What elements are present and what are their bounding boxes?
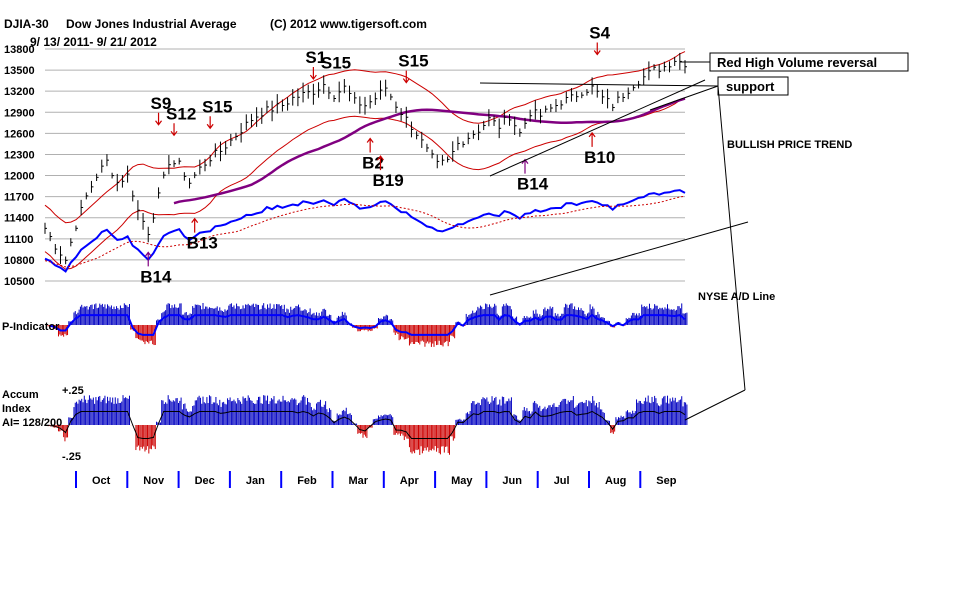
month-label: May xyxy=(451,475,473,487)
y-tick-label: 12600 xyxy=(4,128,35,140)
signal-arrow xyxy=(377,155,384,171)
signal-arrow xyxy=(402,70,410,84)
signal-arrow xyxy=(144,251,152,267)
month-label: Dec xyxy=(195,475,215,487)
signal-label: S4 xyxy=(589,23,610,42)
accum-average-line xyxy=(50,410,686,439)
moving-average xyxy=(173,97,686,205)
price-grid xyxy=(45,48,685,282)
price-axis-ticks: 13800 13500 13200 12900 12600 12300 12000 11700… xyxy=(4,44,35,288)
signal-label: B19 xyxy=(372,171,403,190)
month-label: Oct xyxy=(92,475,111,487)
accum-subtitle: Index xyxy=(2,403,32,415)
month-label: Feb xyxy=(297,475,317,487)
month-label: Jul xyxy=(554,475,570,487)
ad-line-average xyxy=(44,195,686,268)
month-label: Sep xyxy=(656,475,676,487)
signal-arrow xyxy=(191,217,199,233)
price-bars xyxy=(44,52,687,265)
chart-name: Dow Jones Industrial Average xyxy=(66,17,237,31)
month-axis: Oct Nov Dec Jan Feb Mar Apr May Jun Jul Aug Sep xyxy=(75,471,677,488)
signal-arrow xyxy=(521,158,529,174)
p-indicator-line xyxy=(49,313,686,336)
accum-index-panel xyxy=(47,395,688,455)
signal-label: B13 xyxy=(187,234,218,253)
signal-label: B14 xyxy=(517,175,549,194)
y-tick-label: 11400 xyxy=(4,213,34,225)
accum-bottom-level: -.25 xyxy=(62,451,81,463)
support-connector xyxy=(649,85,719,111)
signal-label: B14 xyxy=(140,267,172,286)
y-tick-label: 11100 xyxy=(4,234,33,246)
y-tick-label: 13800 xyxy=(4,44,35,56)
signal-arrow xyxy=(588,131,596,147)
accum-ai: AI= 128/200 xyxy=(2,417,62,429)
month-label: Nov xyxy=(143,475,165,487)
signal-arrow xyxy=(206,116,214,130)
price-trendline xyxy=(489,79,706,177)
signal-label: S15 xyxy=(202,97,232,116)
accum-top-level: +.25 xyxy=(62,385,84,397)
y-tick-label: 12300 xyxy=(4,149,35,161)
signal-arrow xyxy=(593,42,601,56)
ad-trendline xyxy=(489,221,749,296)
month-label: Jan xyxy=(246,475,265,487)
support-line xyxy=(479,82,719,87)
chart-date-range: 9/ 13/ 2011- 9/ 21/ 2012 xyxy=(30,35,157,49)
lower-band xyxy=(44,97,686,270)
p-indicator-panel xyxy=(47,303,688,347)
signal-arrow xyxy=(366,137,374,153)
upper-band xyxy=(44,51,686,224)
reversal-label: Red High Volume reversal xyxy=(717,55,877,70)
signal-arrow xyxy=(155,112,163,126)
month-label: Aug xyxy=(605,475,626,487)
y-tick-label: 10500 xyxy=(4,276,35,288)
signal-label: S12 xyxy=(166,104,196,123)
signal-label: S1 xyxy=(305,48,326,67)
accum-title: Accum xyxy=(2,389,39,401)
month-label: Jun xyxy=(502,475,522,487)
ad-line xyxy=(44,189,686,273)
signal-label: S15 xyxy=(398,52,428,71)
trend-vertical-line xyxy=(717,85,746,391)
chart-copyright: (C) 2012 www.tigersoft.com xyxy=(270,17,427,31)
month-label: Apr xyxy=(400,475,420,487)
p-indicator-label: P-Indicator xyxy=(2,321,60,333)
y-tick-label: 13200 xyxy=(4,86,35,98)
y-tick-label: 12000 xyxy=(4,171,35,183)
signal-arrow xyxy=(170,123,178,137)
signal-arrow xyxy=(309,67,317,81)
month-label: Mar xyxy=(349,475,369,487)
price-bands xyxy=(44,51,686,270)
y-tick-label: 12900 xyxy=(4,107,35,119)
chart-symbol: DJIA-30 xyxy=(4,17,49,31)
ad-line-panel xyxy=(44,189,686,273)
y-tick-label: 10800 xyxy=(4,255,35,267)
signal-label: B10 xyxy=(584,148,615,167)
signal-label: S9 xyxy=(151,94,172,113)
support-label: support xyxy=(726,79,775,94)
signal-label: S15 xyxy=(321,54,351,73)
trend-label: BULLISH PRICE TREND xyxy=(727,139,852,151)
y-tick-label: 11700 xyxy=(4,192,34,204)
accum-connector xyxy=(684,389,746,421)
y-tick-label: 13500 xyxy=(4,65,35,77)
